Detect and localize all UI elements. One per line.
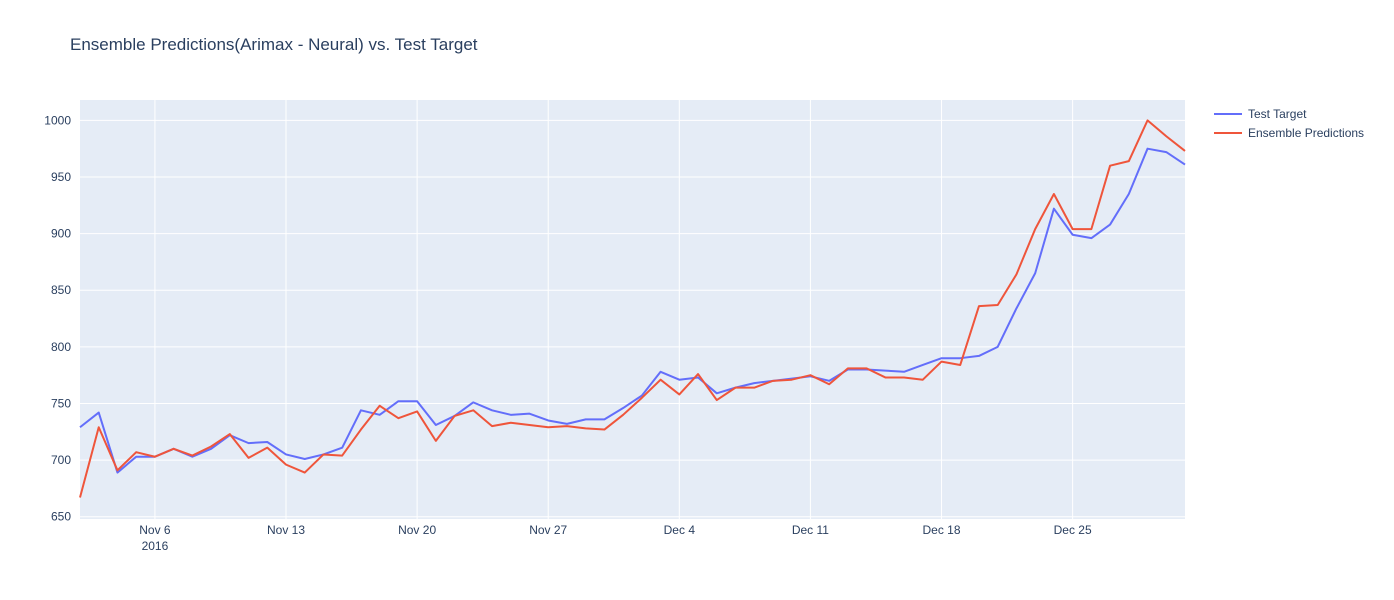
x-tick-label: Nov 20	[398, 523, 436, 537]
y-tick-label: 1000	[44, 113, 71, 127]
legend[interactable]: Test Target Ensemble Predictions	[1214, 107, 1364, 140]
x-tick-label: Nov 13	[267, 523, 305, 537]
y-tick-label: 900	[51, 227, 71, 241]
x-tick-label: Dec 25	[1054, 523, 1092, 537]
x-tick-label: Dec 4	[664, 523, 696, 537]
legend-label[interactable]: Test Target	[1248, 107, 1307, 121]
x-tick-label: Nov 6	[139, 523, 171, 537]
x-tick-label: Dec 11	[792, 523, 829, 537]
y-tick-label: 750	[51, 396, 71, 410]
x-axis-ticks: Nov 6 2016 Nov 13 Nov 20 Nov 27 Dec 4 Dec 11 De…	[139, 523, 1092, 553]
y-tick-label: 950	[51, 170, 71, 184]
gridlines	[80, 100, 1185, 519]
series-lines[interactable]	[79, 119, 1186, 498]
y-tick-label: 700	[51, 453, 71, 467]
series-line-1[interactable]	[79, 119, 1186, 498]
y-tick-label: 850	[51, 283, 71, 297]
chart-title: Ensemble Predictions(Arimax - Neural) vs…	[70, 35, 478, 54]
x-tick-label: Nov 27	[529, 523, 567, 537]
x-tick-sublabel: 2016	[142, 539, 169, 553]
x-tick-label: Dec 18	[923, 523, 961, 537]
legend-label[interactable]: Ensemble Predictions	[1248, 126, 1364, 140]
y-axis-ticks: 650 700 750 800 850 900 950 1000	[44, 113, 71, 523]
y-tick-label: 800	[51, 340, 71, 354]
series-line-0[interactable]	[79, 147, 1186, 474]
plot-background	[80, 100, 1185, 519]
y-tick-label: 650	[51, 510, 71, 524]
